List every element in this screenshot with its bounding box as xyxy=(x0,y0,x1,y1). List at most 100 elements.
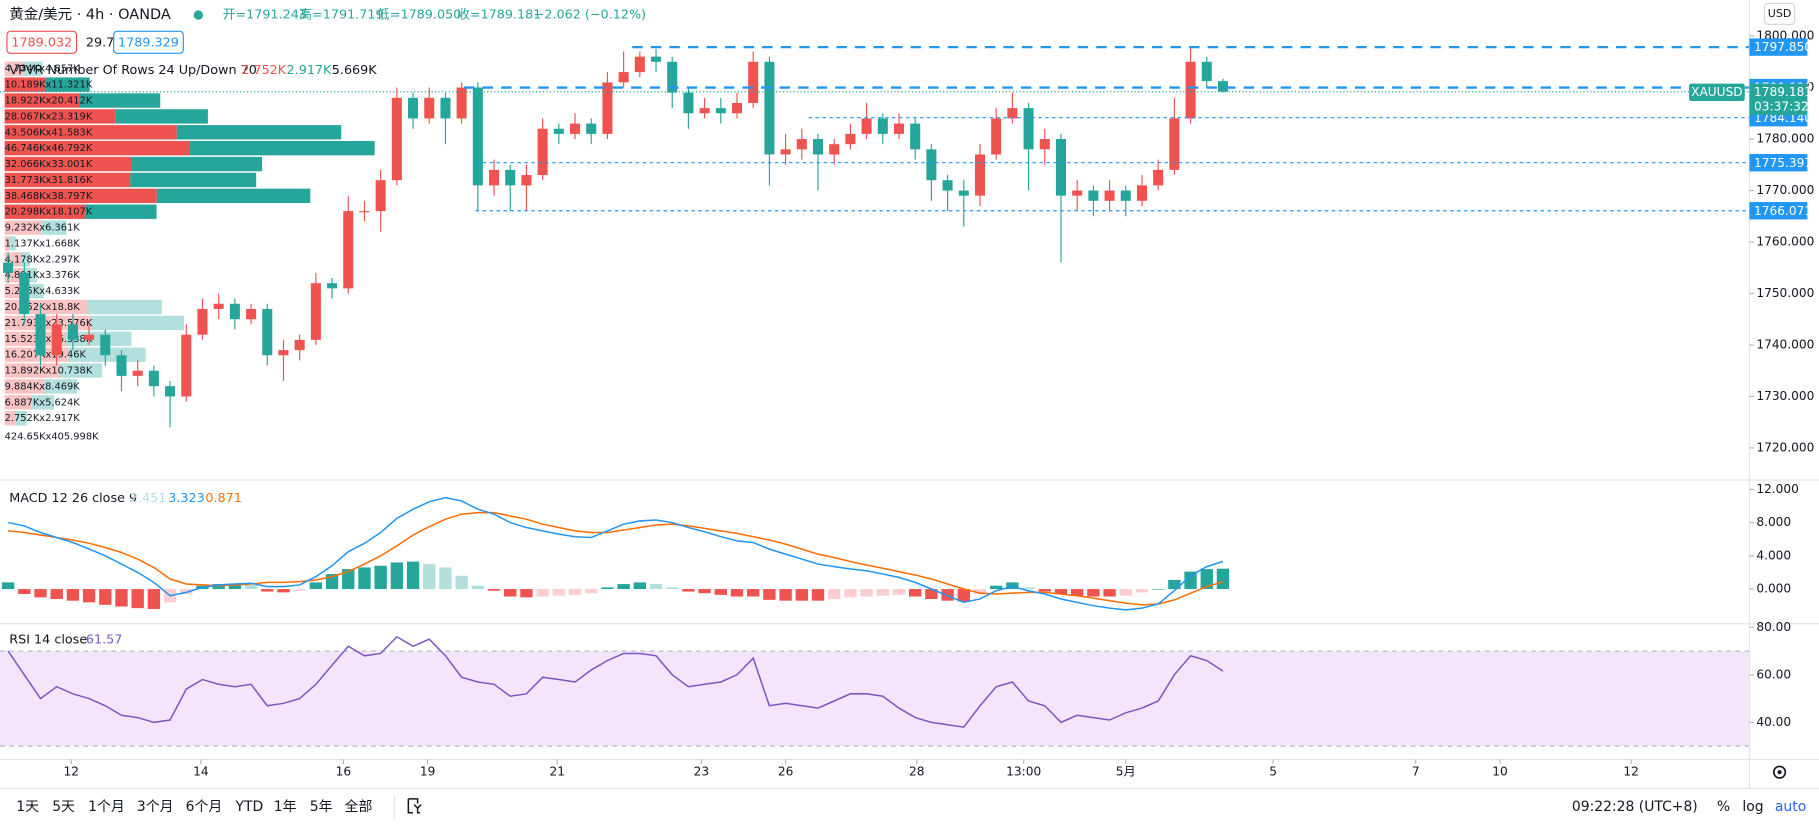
macd-histogram-bar xyxy=(585,589,598,594)
vpvr-down-bar xyxy=(90,315,185,331)
vpvr-up-bar xyxy=(4,93,80,108)
candle-body xyxy=(764,61,775,155)
x-tick-label: 5 xyxy=(1269,765,1277,779)
candle-body xyxy=(35,314,46,356)
vpvr-down-bar xyxy=(156,188,311,204)
range-button[interactable]: 5年 xyxy=(310,799,333,815)
vpvr-legend-down: 2.917K xyxy=(287,63,333,78)
vpvr-down-bar xyxy=(41,220,67,235)
candle-body xyxy=(1072,190,1083,196)
candle-body xyxy=(67,324,78,340)
range-button[interactable]: 5天 xyxy=(52,799,75,815)
candle-body xyxy=(294,339,305,351)
y-tick-label: 1770.000 xyxy=(1756,183,1814,197)
macd-histogram-bar xyxy=(617,584,630,590)
range-button[interactable]: 6个月 xyxy=(186,799,223,815)
vpvr-down-bar xyxy=(130,172,257,188)
vpvr-row-label: 16.207Kx19.46K xyxy=(5,350,87,361)
x-tick-label: 28 xyxy=(909,765,924,779)
settings-icon[interactable] xyxy=(1772,765,1787,779)
market-status-dot xyxy=(193,10,204,20)
vpvr-down-bar xyxy=(43,379,78,394)
ask-box[interactable] xyxy=(113,30,184,54)
macd-histogram-bar xyxy=(828,589,841,600)
macd-histogram-bar xyxy=(471,585,485,590)
macd-histogram-bar xyxy=(1200,569,1213,590)
candle-body xyxy=(1185,61,1196,119)
x-tick-label: 12 xyxy=(64,765,79,779)
macd-histogram-bar xyxy=(990,585,1003,590)
candle-body xyxy=(699,108,710,114)
bid-box[interactable] xyxy=(6,30,78,54)
symbol-title: 黄金/美元 · 4h · OANDA xyxy=(9,6,171,23)
scale-option[interactable]: auto xyxy=(1775,799,1806,815)
macd-histogram-bar xyxy=(779,589,792,601)
ohlc-close: 收=1789.181 xyxy=(457,8,541,23)
candle-body xyxy=(327,283,338,289)
ohlc-high: 高=1791.719 xyxy=(299,7,383,23)
vpvr-up-bar xyxy=(4,61,24,76)
vpvr-down-bar xyxy=(66,331,132,346)
spread: 29.7 xyxy=(86,35,114,50)
vpvr-up-bar xyxy=(4,109,116,124)
range-button[interactable]: 1个月 xyxy=(88,799,125,815)
last-price-label: 1789.181 xyxy=(1754,85,1812,99)
vpvr-down-bar xyxy=(59,363,103,378)
macd-histogram-bar xyxy=(228,584,242,590)
vpvr-total-label: 424.65Kx405.998K xyxy=(5,431,99,442)
y-tick-label: 60.00 xyxy=(1756,667,1791,681)
candle-body xyxy=(3,262,14,273)
macd-histogram-bar xyxy=(909,589,922,597)
candle-body xyxy=(1039,139,1050,150)
last-price-tag xyxy=(1749,83,1808,115)
candle-body xyxy=(553,128,564,134)
rsi-band xyxy=(0,651,1750,747)
vpvr-down-bar xyxy=(176,125,342,140)
macd-histogram-bar xyxy=(277,589,290,593)
vpvr-down-bar xyxy=(9,236,16,251)
candle-body xyxy=(19,272,30,315)
candle-body xyxy=(780,149,791,155)
symbol-tag xyxy=(1689,83,1745,102)
y-tick-label: 1740.000 xyxy=(1756,337,1814,351)
macd-histogram-bar xyxy=(941,589,954,601)
range-button[interactable]: YTD xyxy=(234,799,263,815)
vpvr-up-bar xyxy=(4,188,157,204)
vpvr-row-label: 31.773Kx31.816K xyxy=(5,175,93,186)
vpvr-up-bar xyxy=(4,172,131,188)
macd-histogram-bar xyxy=(131,589,144,609)
macd-histogram-bar xyxy=(536,589,549,597)
currency-box[interactable] xyxy=(1763,2,1796,25)
scale-option[interactable]: log xyxy=(1742,799,1763,815)
macd-histogram-bar xyxy=(1103,589,1116,597)
candle-body xyxy=(197,308,208,335)
scale-option[interactable]: % xyxy=(1717,799,1730,815)
candle-body xyxy=(1023,108,1034,150)
vpvr-row-label: 1.137Kx1.668K xyxy=(5,238,81,249)
back-layer xyxy=(0,650,1750,747)
last-price-countdown: 03:37:32 xyxy=(1754,99,1809,113)
macd-histogram-bar xyxy=(892,589,906,595)
macd-histogram-bar xyxy=(763,589,776,600)
range-button[interactable]: 1天 xyxy=(16,799,39,815)
candle-body xyxy=(991,118,1002,155)
vpvr-row-label: 32.066Kx33.001K xyxy=(5,159,93,170)
macd-histogram-bar xyxy=(455,575,468,590)
vpvr-legend-total: 5.669K xyxy=(332,63,378,78)
macd-histogram-bar xyxy=(601,587,614,590)
vpvr-down-bar xyxy=(21,252,31,267)
candle-body xyxy=(893,123,905,134)
x-tick-label: 13:00 xyxy=(1006,765,1041,779)
vpvr-up-bar xyxy=(4,77,45,92)
range-button[interactable]: 全部 xyxy=(345,798,373,815)
macd-histogram-bar xyxy=(115,589,128,607)
compare-icon[interactable] xyxy=(407,798,422,814)
candle-body xyxy=(51,324,62,356)
candle-body xyxy=(942,180,953,191)
candle-body xyxy=(570,123,581,134)
macd-histogram-bar xyxy=(1135,589,1149,593)
range-button[interactable]: 1年 xyxy=(274,799,297,815)
macd-histogram-bar xyxy=(520,589,533,598)
range-button[interactable]: 3个月 xyxy=(137,799,174,815)
candle-body xyxy=(651,56,662,62)
